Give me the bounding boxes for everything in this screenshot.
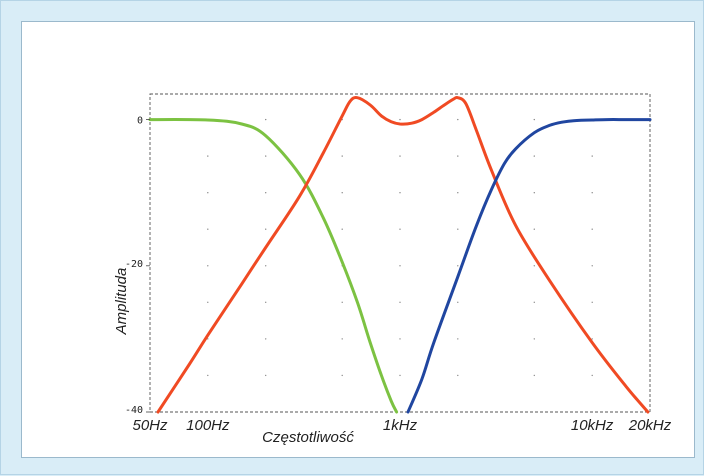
- grid-dot: [207, 338, 209, 340]
- grid-dot: [207, 192, 209, 194]
- x-tick-label: 1kHz: [383, 417, 418, 434]
- grid-dot: [341, 338, 343, 340]
- grid-dot: [265, 265, 267, 267]
- grid-dot: [341, 192, 343, 194]
- grid-dot: [265, 118, 267, 121]
- grid-dot: [591, 228, 593, 230]
- x-tick-label: 10kHz: [571, 417, 614, 434]
- grid-dot: [341, 155, 343, 157]
- grid-dot: [533, 118, 535, 121]
- grid-dot: [457, 118, 459, 121]
- grid-dot: [399, 228, 401, 230]
- y-tick-label: -20: [125, 259, 143, 270]
- grid-dot: [457, 155, 459, 157]
- grid-dot: [265, 338, 267, 340]
- grid-dot: [457, 301, 459, 303]
- plot-area-border: [149, 93, 651, 413]
- grid-dot: [265, 192, 267, 194]
- grid-dot: [533, 155, 535, 157]
- grid-dot: [207, 374, 209, 377]
- grid-dot: [457, 228, 459, 230]
- grid-dot: [265, 301, 267, 303]
- y-tick-label: -40: [125, 405, 143, 416]
- grid-dot: [341, 374, 343, 377]
- grid-dot: [533, 338, 535, 340]
- x-tick-labels: 50Hz 100Hz 1kHz 10kHz 20kHz: [132, 417, 671, 434]
- grid-dot: [265, 374, 267, 377]
- grid-dot: [533, 374, 535, 377]
- grid-dot: [207, 265, 209, 267]
- grid-dot: [341, 228, 343, 230]
- grid-dot: [457, 374, 459, 377]
- series-line-3: [406, 118, 652, 414]
- grid-dot: [207, 155, 209, 157]
- grid: [207, 118, 593, 377]
- x-tick-label: 100Hz: [186, 417, 230, 434]
- grid-dot: [591, 338, 593, 340]
- grid-dot: [591, 301, 593, 303]
- grid-dot: [341, 301, 343, 303]
- series-line-1: [148, 118, 399, 414]
- grid-dot: [533, 265, 535, 267]
- grid-dot: [207, 228, 209, 230]
- y-tick-labels: 0 -20 -40: [125, 116, 150, 416]
- grid-dot: [265, 155, 267, 157]
- grid-dot: [399, 338, 401, 340]
- grid-dot: [533, 192, 535, 194]
- grid-dot: [591, 192, 593, 194]
- x-tick-label: 20kHz: [628, 417, 672, 434]
- grid-dot: [591, 265, 593, 267]
- grid-dot: [457, 192, 459, 194]
- y-axis-label: Amplituda: [113, 268, 130, 336]
- grid-dot: [533, 228, 535, 230]
- grid-dot: [399, 155, 401, 157]
- grid-dot: [207, 301, 209, 303]
- grid-dot: [457, 265, 459, 267]
- grid-dot: [591, 155, 593, 157]
- grid-dot: [591, 374, 593, 377]
- grid-dot: [533, 301, 535, 303]
- grid-dot: [399, 301, 401, 303]
- grid-dot: [399, 192, 401, 194]
- grid-dot: [399, 265, 401, 267]
- y-tick-label: 0: [137, 116, 143, 127]
- grid-dot: [265, 228, 267, 230]
- series-group: [148, 95, 652, 414]
- series-line-2: [156, 95, 650, 414]
- x-tick-label: 50Hz: [132, 417, 168, 434]
- grid-dot: [399, 118, 401, 121]
- grid-dot: [457, 338, 459, 340]
- grid-dot: [399, 374, 401, 377]
- x-axis-label: Częstotliwość: [262, 429, 354, 446]
